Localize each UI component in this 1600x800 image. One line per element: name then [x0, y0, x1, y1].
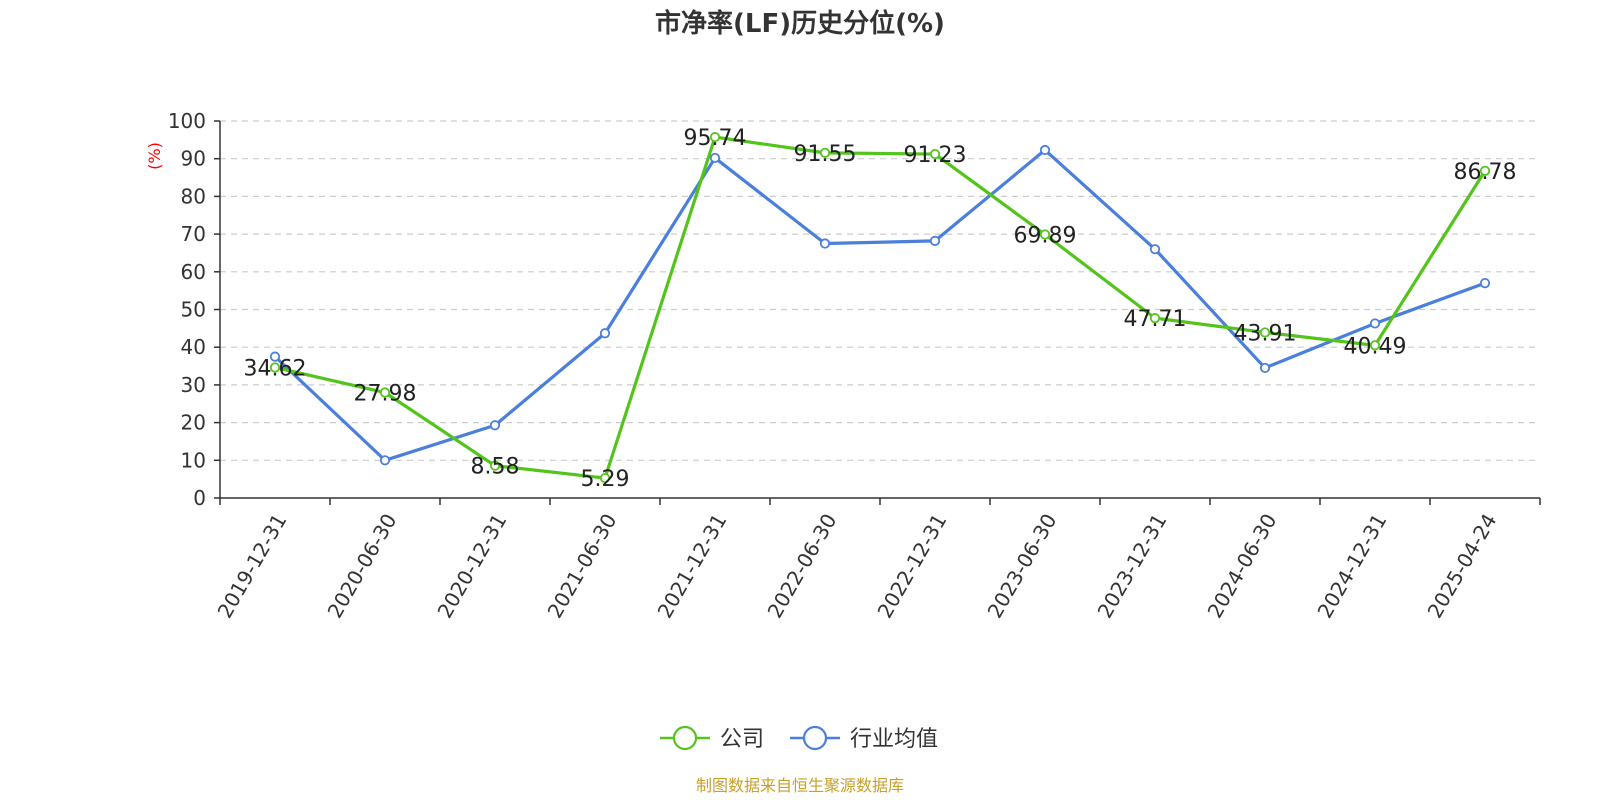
data-label: 95.74 — [684, 126, 747, 151]
series-group — [269, 131, 1491, 484]
data-point — [269, 351, 281, 362]
x-tick-label: 2023-06-30 — [983, 510, 1062, 623]
data-point — [1479, 278, 1491, 289]
y-tick-label: 0 — [193, 486, 206, 510]
data-label: 69.89 — [1014, 224, 1077, 249]
data-point — [599, 472, 611, 484]
data-label: 47.71 — [1124, 307, 1187, 332]
data-label: 8.58 — [471, 455, 520, 480]
data-point — [819, 238, 831, 249]
data-point — [709, 152, 721, 164]
data-point — [929, 235, 941, 246]
y-tick-label: 30 — [181, 373, 206, 397]
data-point — [379, 455, 391, 466]
y-axis-label: (%) — [145, 142, 164, 170]
x-tick-label: 2020-06-30 — [323, 510, 402, 623]
data-point — [1369, 318, 1381, 329]
y-tick-label: 70 — [181, 222, 206, 246]
data-point — [709, 131, 721, 143]
data-point — [1259, 327, 1271, 338]
y-tick-label: 40 — [181, 335, 206, 359]
legend-marker — [802, 725, 828, 751]
y-tick-label: 10 — [181, 448, 206, 472]
data-point — [489, 460, 501, 471]
series-line — [273, 148, 1486, 462]
legend: 公司 行业均值 — [660, 725, 938, 752]
y-tick-labels: 0 10 20 30 40 50 60 70 80 90 100 — [168, 109, 206, 510]
y-tick-label: 80 — [181, 184, 206, 208]
y-tick-label: 50 — [181, 298, 206, 322]
data-point — [1259, 362, 1271, 374]
y-tick-label: 20 — [181, 411, 206, 435]
data-point — [379, 387, 391, 398]
x-tick-label: 2024-06-30 — [1203, 510, 1282, 623]
data-point — [1149, 313, 1161, 324]
data-point — [599, 328, 611, 339]
data-point — [1369, 340, 1381, 351]
legend-label: 行业均值 — [850, 727, 938, 752]
data-point — [819, 147, 831, 158]
data-point — [1039, 229, 1051, 240]
y-tick-label: 90 — [181, 147, 206, 171]
data-label: 27.98 — [354, 382, 417, 407]
data-label: 91.23 — [904, 143, 967, 168]
axes — [214, 120, 1541, 505]
legend-label: 公司 — [720, 727, 764, 752]
data-label: 91.55 — [794, 142, 857, 167]
x-tick-label: 2023-12-31 — [1093, 510, 1172, 623]
data-label: 5.29 — [581, 467, 630, 492]
x-tick-label: 2019-12-31 — [213, 510, 292, 623]
data-point — [269, 362, 281, 373]
x-tick-labels: 2019-12-31 2020-06-30 2020-12-31 2021-06-30… — [213, 510, 1502, 623]
chart-title: 市净率(LF)历史分位(%) — [655, 8, 945, 39]
series-line — [274, 135, 1487, 480]
data-point — [929, 148, 941, 160]
y-tick-label: 60 — [181, 260, 206, 284]
data-point — [1479, 165, 1491, 176]
grid-lines — [220, 120, 1540, 461]
source-note: 制图数据来自恒生聚源数据库 — [696, 776, 904, 795]
x-tick-label: 2021-06-30 — [543, 510, 622, 623]
y-tick-label: 100 — [168, 109, 206, 133]
x-tick-label: 2022-06-30 — [763, 510, 842, 623]
data-point — [489, 420, 501, 431]
data-label: 86.78 — [1454, 160, 1517, 185]
x-tick-label: 2020-12-31 — [433, 510, 512, 623]
legend-marker — [672, 725, 698, 751]
data-label: 34.62 — [244, 356, 307, 381]
data-point — [1149, 244, 1161, 255]
x-tick-label: 2021-12-31 — [653, 510, 732, 623]
data-label: 40.49 — [1344, 334, 1407, 359]
x-tick-label: 2024-12-31 — [1313, 510, 1392, 623]
data-point — [1039, 144, 1051, 156]
data-label: 43.91 — [1234, 321, 1297, 346]
x-tick-label: 2025-04-24 — [1423, 510, 1502, 623]
data-labels: 34.62 27.98 8.58 5.29 95.74 91.55 91.23 69.89 47… — [244, 126, 1517, 492]
x-tick-label: 2022-12-31 — [873, 510, 952, 623]
